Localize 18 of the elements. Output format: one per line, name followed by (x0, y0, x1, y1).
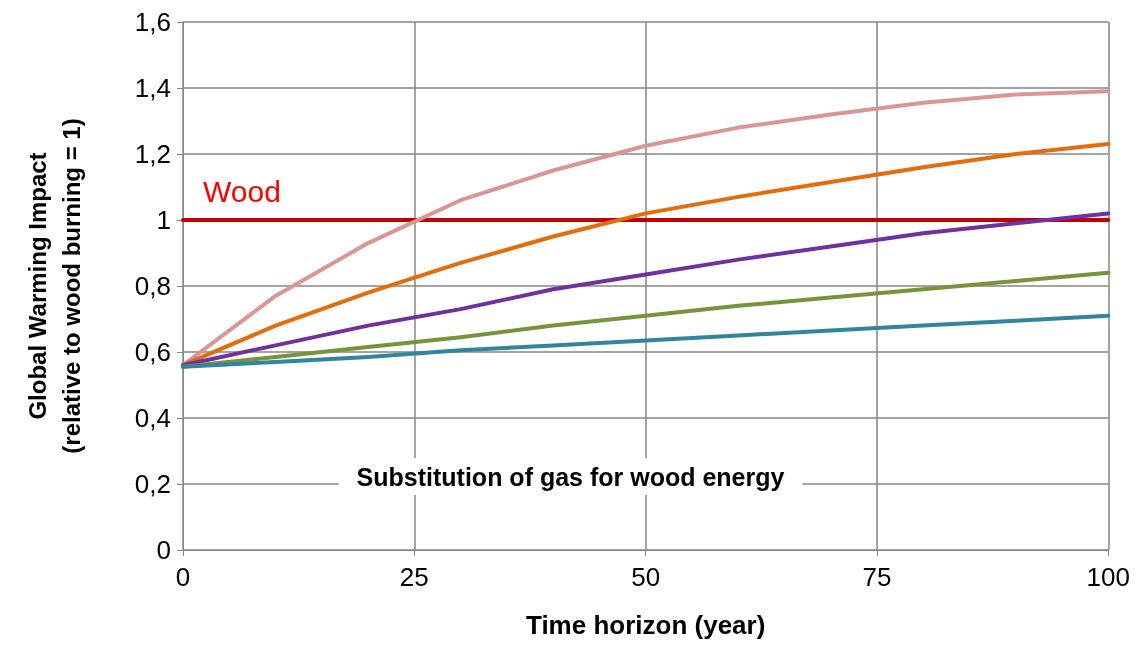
y-axis-title: Global Warming Impact (relative to wood burning = 1) (23, 118, 85, 454)
x-tick-label: 75 (862, 562, 892, 592)
y-tick-label: 1 (156, 205, 171, 235)
series-label: Wood (203, 174, 281, 208)
x-tick-label: 100 (1086, 562, 1131, 592)
x-tick-label: 25 (399, 562, 429, 592)
annotation: Substitution of gas for wood energy (356, 462, 785, 491)
y-tick-label: 0,6 (134, 337, 171, 367)
x-tick-label: 50 (631, 562, 661, 592)
y-tick-label: 0 (156, 535, 171, 565)
y-tick-label: 1,2 (134, 139, 171, 169)
y-tick-label: 0,2 (134, 469, 171, 499)
y-tick-label: 0,4 (134, 403, 171, 433)
y-tick-label: 1,6 (134, 7, 171, 37)
y-tick-label: 0,8 (134, 271, 171, 301)
y-tick-label: 1,4 (134, 73, 171, 103)
x-tick-label: 0 (175, 562, 191, 592)
x-axis-title: Time horizon (year) (525, 610, 766, 640)
